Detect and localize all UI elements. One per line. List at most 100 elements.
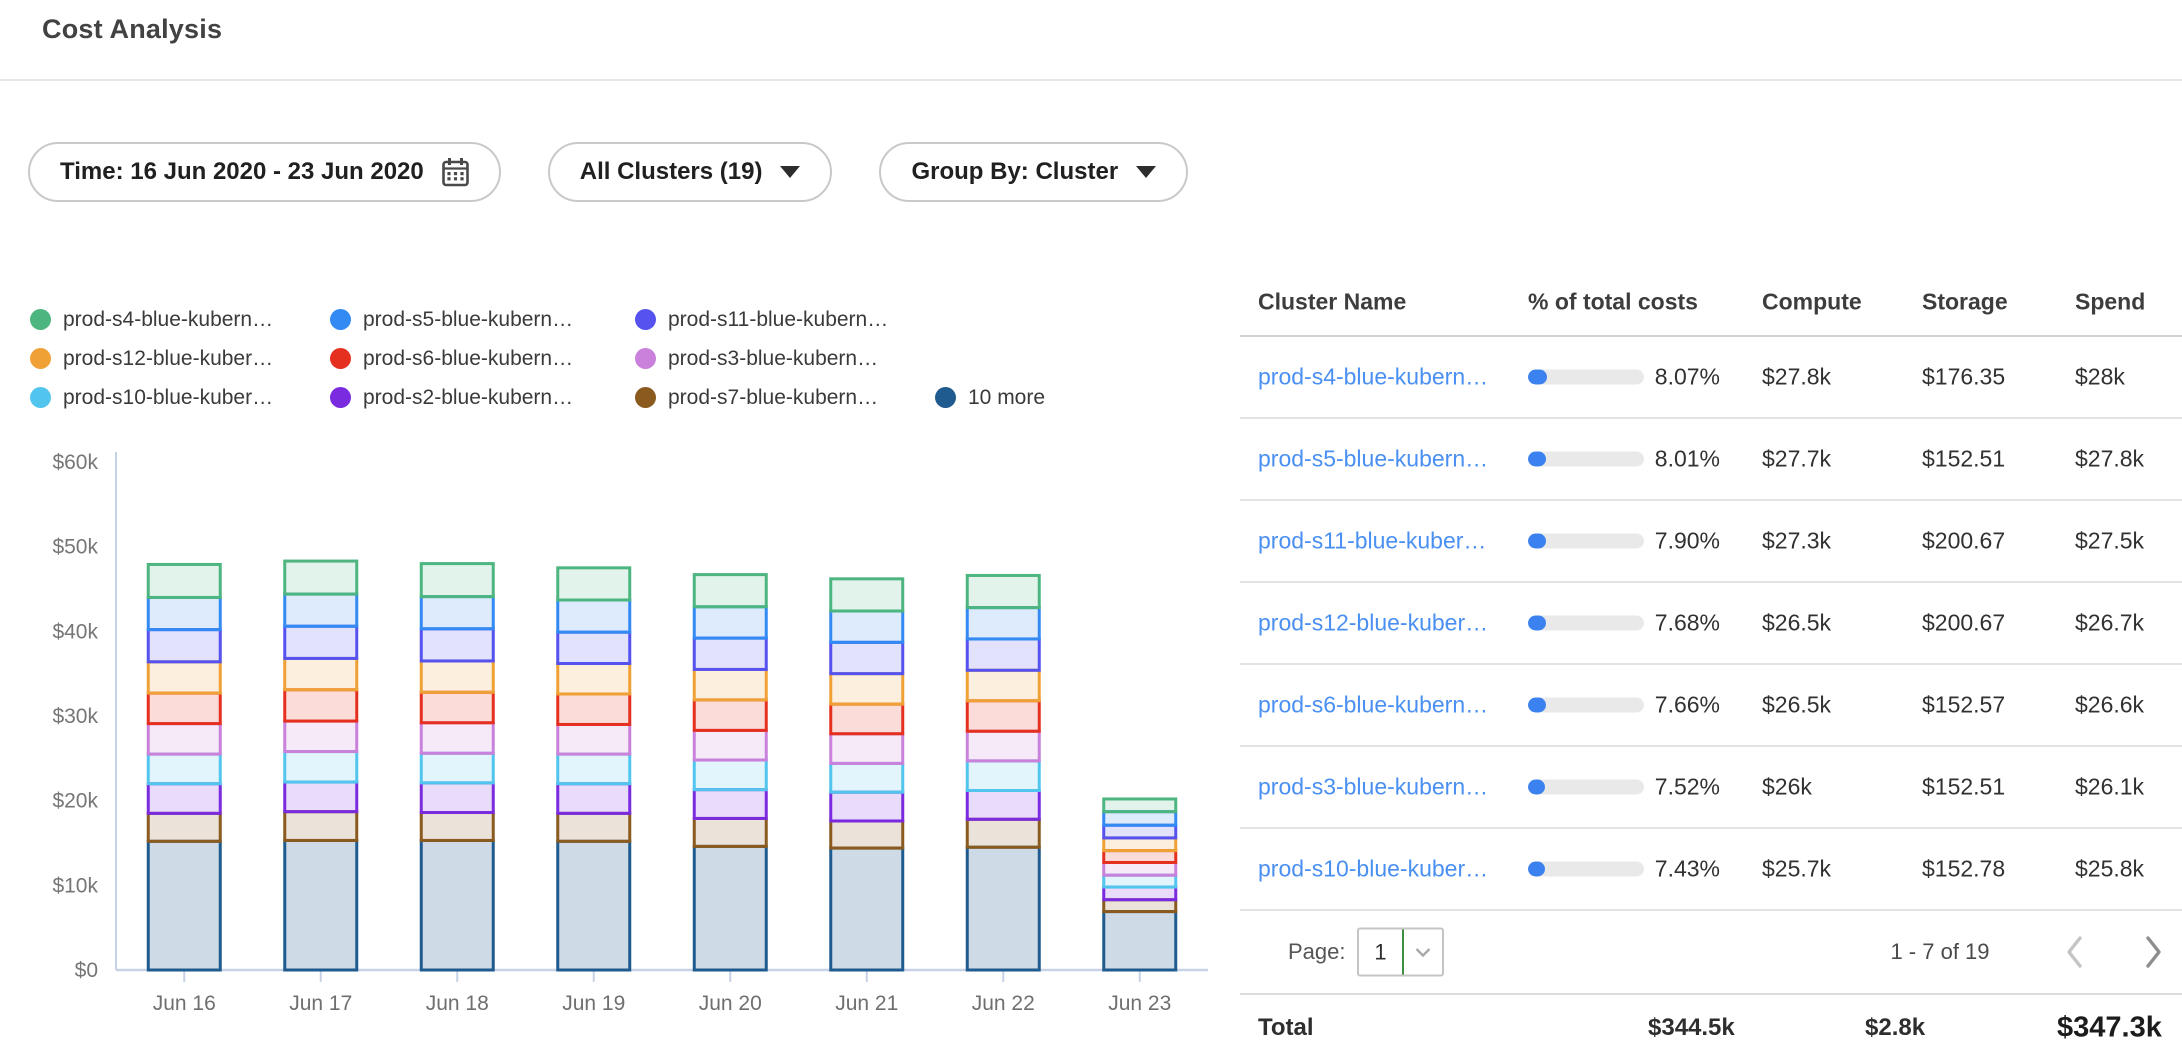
- group-by-filter-button[interactable]: Group By: Cluster: [879, 142, 1188, 202]
- bar-segment[interactable]: [285, 721, 357, 751]
- bar-segment[interactable]: [285, 782, 357, 812]
- cluster-name-link[interactable]: prod-s10-blue-kuber…: [1258, 856, 1488, 883]
- bar-segment[interactable]: [421, 661, 493, 692]
- bar-segment[interactable]: [694, 730, 766, 760]
- bar-segment[interactable]: [694, 818, 766, 846]
- bar-segment[interactable]: [558, 568, 630, 600]
- bar-segment[interactable]: [558, 664, 630, 694]
- bar-segment[interactable]: [148, 630, 220, 662]
- legend-item[interactable]: prod-s3-blue-kubern…: [635, 339, 935, 378]
- bar-segment[interactable]: [831, 821, 903, 848]
- bar-segment[interactable]: [148, 693, 220, 723]
- legend-item[interactable]: 10 more: [935, 378, 1240, 417]
- bar-segment[interactable]: [1104, 912, 1176, 970]
- legend-item[interactable]: prod-s5-blue-kubern…: [330, 300, 635, 339]
- legend-item[interactable]: prod-s12-blue-kuber…: [30, 339, 330, 378]
- bar-segment[interactable]: [831, 579, 903, 611]
- cluster-name-link[interactable]: prod-s6-blue-kubern…: [1258, 692, 1488, 719]
- bar-segment[interactable]: [148, 662, 220, 693]
- bar-segment[interactable]: [1104, 887, 1176, 900]
- bar-segment[interactable]: [694, 790, 766, 819]
- bar-segment[interactable]: [421, 597, 493, 629]
- bar-segment[interactable]: [1104, 799, 1176, 812]
- bar-segment[interactable]: [1104, 812, 1176, 826]
- bar-segment[interactable]: [558, 724, 630, 754]
- bar-segment[interactable]: [558, 694, 630, 724]
- bar-segment[interactable]: [421, 723, 493, 753]
- bar-segment[interactable]: [285, 840, 357, 970]
- bar-segment[interactable]: [967, 670, 1039, 700]
- bar-segment[interactable]: [421, 629, 493, 661]
- previous-page-button[interactable]: [2058, 932, 2092, 972]
- bar-segment[interactable]: [967, 847, 1039, 970]
- bar-segment[interactable]: [285, 658, 357, 689]
- cluster-name-link[interactable]: prod-s3-blue-kubern…: [1258, 774, 1488, 801]
- legend-item[interactable]: prod-s10-blue-kuber…: [30, 378, 330, 417]
- bar-segment[interactable]: [694, 638, 766, 669]
- bar-segment[interactable]: [967, 761, 1039, 791]
- time-range-filter-button[interactable]: Time: 16 Jun 2020 - 23 Jun 2020: [28, 142, 501, 202]
- bar-segment[interactable]: [1104, 900, 1176, 912]
- bar-segment[interactable]: [148, 784, 220, 814]
- legend-item[interactable]: prod-s4-blue-kubern…: [30, 300, 330, 339]
- cluster-name-link[interactable]: prod-s12-blue-kuber…: [1258, 610, 1488, 637]
- bar-segment[interactable]: [967, 731, 1039, 761]
- bar-segment[interactable]: [694, 669, 766, 699]
- bar-segment[interactable]: [148, 724, 220, 754]
- bar-segment[interactable]: [1104, 825, 1176, 838]
- bar-segment[interactable]: [967, 791, 1039, 820]
- bar-segment[interactable]: [558, 813, 630, 841]
- bar-segment[interactable]: [694, 846, 766, 970]
- bar-segment[interactable]: [285, 561, 357, 594]
- bar-segment[interactable]: [694, 575, 766, 607]
- bar-segment[interactable]: [831, 763, 903, 792]
- bar-segment[interactable]: [148, 597, 220, 629]
- bar-segment[interactable]: [831, 704, 903, 734]
- page-select[interactable]: 1: [1357, 928, 1444, 977]
- bar-segment[interactable]: [421, 783, 493, 813]
- bar-segment[interactable]: [831, 848, 903, 970]
- bar-segment[interactable]: [831, 792, 903, 821]
- bar-segment[interactable]: [558, 632, 630, 663]
- bar-segment[interactable]: [148, 813, 220, 841]
- bar-segment[interactable]: [831, 674, 903, 704]
- bar-segment[interactable]: [421, 692, 493, 722]
- bar-segment[interactable]: [148, 754, 220, 784]
- bar-segment[interactable]: [558, 841, 630, 970]
- bar-segment[interactable]: [967, 701, 1039, 731]
- cluster-name-link[interactable]: prod-s5-blue-kubern…: [1258, 446, 1488, 473]
- bar-segment[interactable]: [831, 734, 903, 764]
- bar-segment[interactable]: [967, 819, 1039, 847]
- next-page-button[interactable]: [2136, 932, 2170, 972]
- legend-item[interactable]: prod-s7-blue-kubern…: [635, 378, 935, 417]
- legend-item[interactable]: prod-s6-blue-kubern…: [330, 339, 635, 378]
- clusters-filter-button[interactable]: All Clusters (19): [548, 142, 833, 202]
- bar-segment[interactable]: [285, 690, 357, 721]
- bar-segment[interactable]: [285, 594, 357, 626]
- bar-segment[interactable]: [967, 575, 1039, 607]
- bar-segment[interactable]: [831, 611, 903, 642]
- bar-segment[interactable]: [421, 840, 493, 970]
- bar-segment[interactable]: [285, 626, 357, 658]
- bar-segment[interactable]: [694, 607, 766, 638]
- legend-item[interactable]: prod-s11-blue-kubern…: [635, 300, 935, 339]
- bar-segment[interactable]: [285, 752, 357, 782]
- cluster-name-link[interactable]: prod-s11-blue-kuber…: [1258, 528, 1486, 555]
- bar-segment[interactable]: [1104, 851, 1176, 863]
- bar-segment[interactable]: [967, 639, 1039, 670]
- bar-segment[interactable]: [148, 564, 220, 597]
- bar-segment[interactable]: [1104, 838, 1176, 851]
- bar-segment[interactable]: [1104, 862, 1176, 875]
- bar-segment[interactable]: [558, 784, 630, 814]
- bar-segment[interactable]: [421, 753, 493, 783]
- bar-segment[interactable]: [421, 813, 493, 841]
- cluster-name-link[interactable]: prod-s4-blue-kubern…: [1258, 364, 1488, 391]
- bar-segment[interactable]: [285, 812, 357, 841]
- bar-segment[interactable]: [558, 600, 630, 632]
- bar-segment[interactable]: [148, 841, 220, 970]
- bar-segment[interactable]: [694, 760, 766, 790]
- bar-segment[interactable]: [421, 564, 493, 597]
- bar-segment[interactable]: [558, 754, 630, 784]
- bar-segment[interactable]: [1104, 875, 1176, 887]
- bar-segment[interactable]: [694, 700, 766, 730]
